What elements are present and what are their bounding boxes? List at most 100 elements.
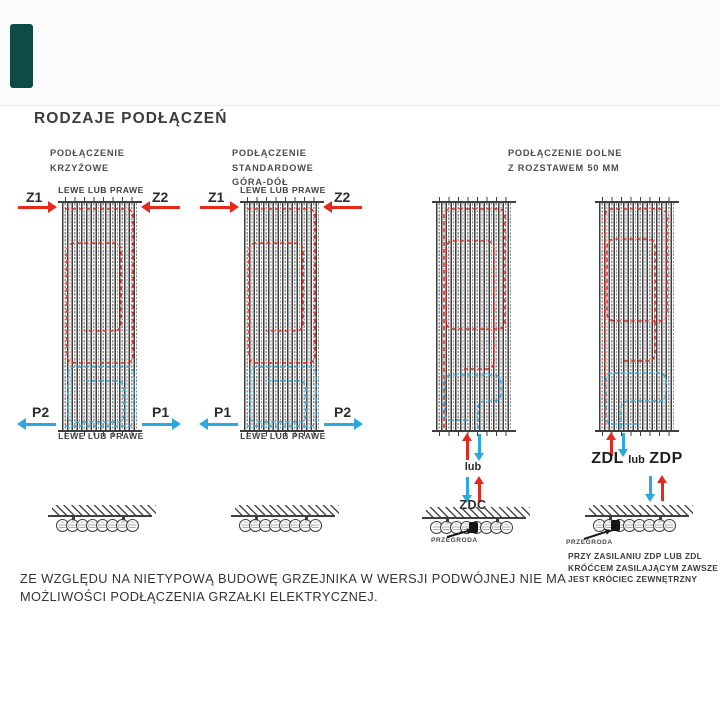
zdc-return-down-arrow	[474, 434, 484, 461]
label-lub: lub	[628, 454, 645, 466]
radiator-tubes	[62, 203, 138, 430]
wall-hatch-icon	[426, 507, 530, 517]
return-arrow-pright-rad2	[324, 418, 363, 430]
top-view-zdc	[422, 507, 530, 541]
radiator-bottom-ticks	[599, 432, 675, 436]
flow-path-diagram	[247, 208, 317, 427]
radiator-top-rail	[432, 201, 516, 204]
top-band	[0, 0, 720, 106]
radiator-bottom-ticks	[62, 432, 138, 436]
top-side-label-1: LEWE LUB PRAWE	[58, 185, 144, 195]
note-line2: KRÓĆCEM ZASILAJĄCYM ZAWSZE	[568, 562, 719, 573]
label-p1-rad2: P1	[214, 404, 232, 420]
label-zdl-lub-zdp: ZDL lub ZDP	[575, 450, 699, 468]
header-dolne: PODŁĄCZENIE DOLNE Z ROZSTAWEM 50 MM	[508, 146, 622, 175]
label-p2-rad2: P2	[334, 404, 352, 420]
label-p2-rad1: P2	[32, 404, 50, 420]
bottom-side-label-2: LEWE LUB PRAWE	[240, 431, 326, 441]
flow-path-diagram	[604, 208, 668, 429]
top-view-zdl	[585, 505, 693, 539]
zdc-down-arrow-2	[462, 477, 472, 503]
radiator-tubes	[599, 203, 675, 430]
supply-arrow-z1-rad2	[200, 201, 239, 213]
top-side-label-2: LEWE LUB PRAWE	[240, 185, 326, 195]
radiator-bottom-ticks	[436, 432, 512, 436]
radiator-bottom-ticks	[244, 432, 320, 436]
wall-line	[231, 514, 335, 517]
radiator-top-ticks	[599, 197, 675, 201]
note-line3: JEST KRÓCIEC ZEWNĘTRZNY	[568, 574, 698, 584]
footer-line1: ZE WZGLĘDU NA NIETYPOWĄ BUDOWĘ GRZEJNIKA…	[20, 571, 567, 586]
header-krzyzowe: PODŁĄCZENIE KRZYŻOWE	[50, 146, 125, 175]
zdp-down-arrow-2	[645, 476, 655, 502]
header-krzyzowe-line2: KRZYŻOWE	[50, 162, 109, 173]
label-p1-rad1: P1	[152, 404, 170, 420]
return-arrow-pleft-rad1	[17, 418, 56, 430]
wall-line	[48, 514, 152, 517]
radiator-tubes	[244, 203, 320, 430]
tube-row	[239, 518, 322, 532]
supply-arrow-z2-rad2	[323, 201, 362, 213]
zdl-zdp-note: PRZY ZASILANIU ZDP LUB ZDL KRÓĆCEM ZASIL…	[568, 551, 718, 586]
label-przegroda-zdc: PRZEGRODA	[431, 537, 478, 544]
top-view-rad1	[48, 505, 156, 539]
radiator-top-rail	[595, 201, 679, 204]
label-zdl: ZDL	[591, 450, 624, 467]
brand-logo	[10, 24, 33, 88]
partition-block	[469, 521, 478, 533]
wall-line	[422, 516, 526, 519]
tube-row	[56, 518, 139, 532]
top-view-rad2	[231, 505, 339, 539]
radiator-bottom-rail	[58, 429, 142, 432]
partition-block	[611, 519, 620, 531]
pipe-circle	[126, 518, 139, 532]
wall-line	[585, 514, 689, 517]
pipe-circle	[663, 518, 676, 532]
radiator-krzyzowe	[58, 197, 142, 436]
bottom-side-label-1: LEWE LUB PRAWE	[58, 431, 144, 441]
pipe-circle	[500, 520, 513, 534]
note-line1: PRZY ZASILANIU ZDP LUB ZDL	[568, 551, 703, 561]
return-arrow-pright-rad1	[142, 418, 181, 430]
label-zdp: ZDP	[649, 450, 683, 467]
radiator-top-ticks	[244, 197, 320, 201]
label-lub-zdc: lub	[464, 461, 482, 473]
header-dolne-line2: Z ROZSTAWEM 50 MM	[508, 162, 620, 173]
header-dolne-line1: PODŁĄCZENIE DOLNE	[508, 148, 623, 158]
page-title: RODZAJE PODŁĄCZEŃ	[34, 110, 228, 127]
zdp-up-arrow-2	[657, 475, 667, 501]
flow-path-diagram	[65, 208, 135, 427]
label-przegroda-zdl: PRZEGRODA	[566, 539, 613, 546]
radiator-top-ticks	[62, 197, 138, 201]
zdl-return-down-arrow	[618, 433, 628, 457]
radiator-top-rail	[240, 201, 324, 204]
zdl-supply-up-arrow	[606, 432, 616, 456]
radiator-bottom-rail	[432, 429, 516, 432]
supply-arrow-z1-rad1	[18, 201, 57, 213]
radiator-tubes	[436, 203, 512, 430]
pipe-circle	[309, 518, 322, 532]
radiator-bottom-rail	[595, 429, 679, 432]
footer-line2: MOŻLIWOŚCI PODŁĄCZENIA GRZAŁKI ELEKTRYCZ…	[20, 589, 378, 604]
flow-path-diagram	[443, 208, 506, 429]
wall-hatch-icon	[52, 505, 156, 515]
radiator-top-ticks	[436, 197, 512, 201]
radiator-zdl-zdp	[595, 197, 679, 436]
footer-warning: ZE WZGLĘDU NA NIETYPOWĄ BUDOWĘ GRZEJNIKA…	[20, 570, 566, 606]
radiator-top-rail	[58, 201, 142, 204]
radiator-bottom-rail	[240, 429, 324, 432]
header-standardowe-line1: PODŁĄCZENIE	[232, 148, 307, 158]
header-standardowe-line3: GÓRA-DÓŁ	[232, 177, 289, 187]
radiator-zdc	[432, 197, 516, 436]
zdc-up-arrow-2	[474, 476, 484, 502]
header-standardowe-line2: STANDARDOWE	[232, 162, 314, 173]
header-standardowe: PODŁĄCZENIE STANDARDOWE GÓRA-DÓŁ	[232, 146, 314, 190]
supply-arrow-z2-rad1	[141, 201, 180, 213]
radiator-standardowe	[240, 197, 324, 436]
zdc-supply-up-arrow	[462, 433, 472, 460]
return-arrow-pleft-rad2	[199, 418, 238, 430]
header-krzyzowe-line1: PODŁĄCZENIE	[50, 148, 125, 158]
wall-hatch-icon	[235, 505, 339, 515]
wall-hatch-icon	[589, 505, 693, 515]
